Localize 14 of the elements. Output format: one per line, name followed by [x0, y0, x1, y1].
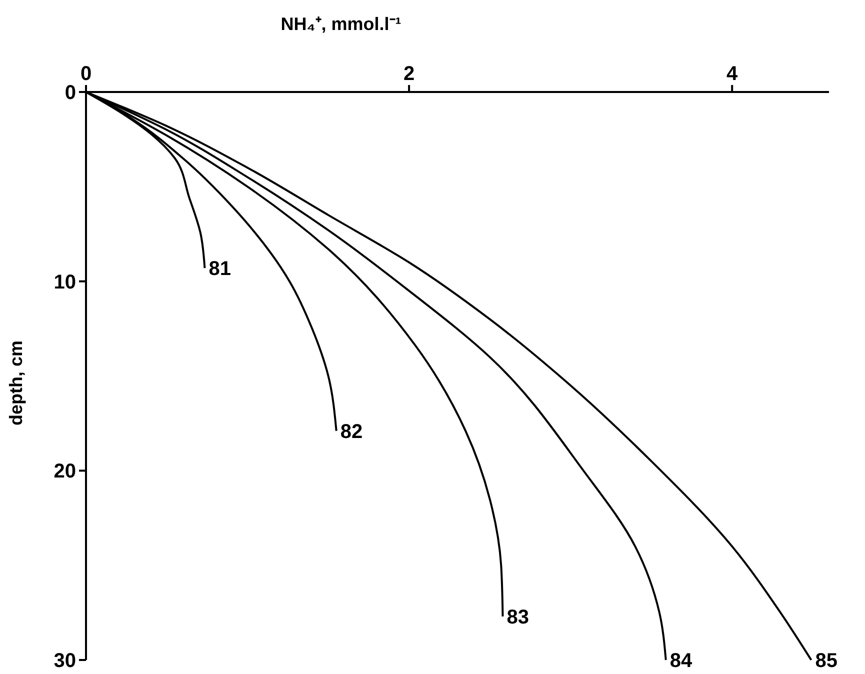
series-label: 83: [506, 606, 529, 628]
x-tick-label: 2: [403, 63, 415, 85]
series-label: 85: [815, 650, 838, 672]
y-tick-label: 10: [54, 271, 76, 294]
x-tick-label: 0: [80, 63, 92, 85]
series-label: 84: [670, 650, 693, 672]
series-label: 81: [208, 258, 231, 280]
y-tick-label: 30: [54, 650, 76, 672]
y-tick-label: 0: [64, 82, 76, 104]
x-axis-title: NH₄⁺, mmol.l⁻¹: [280, 14, 402, 34]
y-tick-label: 20: [54, 460, 76, 483]
y-axis-title: depth, cm: [6, 340, 26, 426]
x-tick-label: 4: [726, 63, 739, 85]
series-label: 82: [340, 420, 363, 443]
